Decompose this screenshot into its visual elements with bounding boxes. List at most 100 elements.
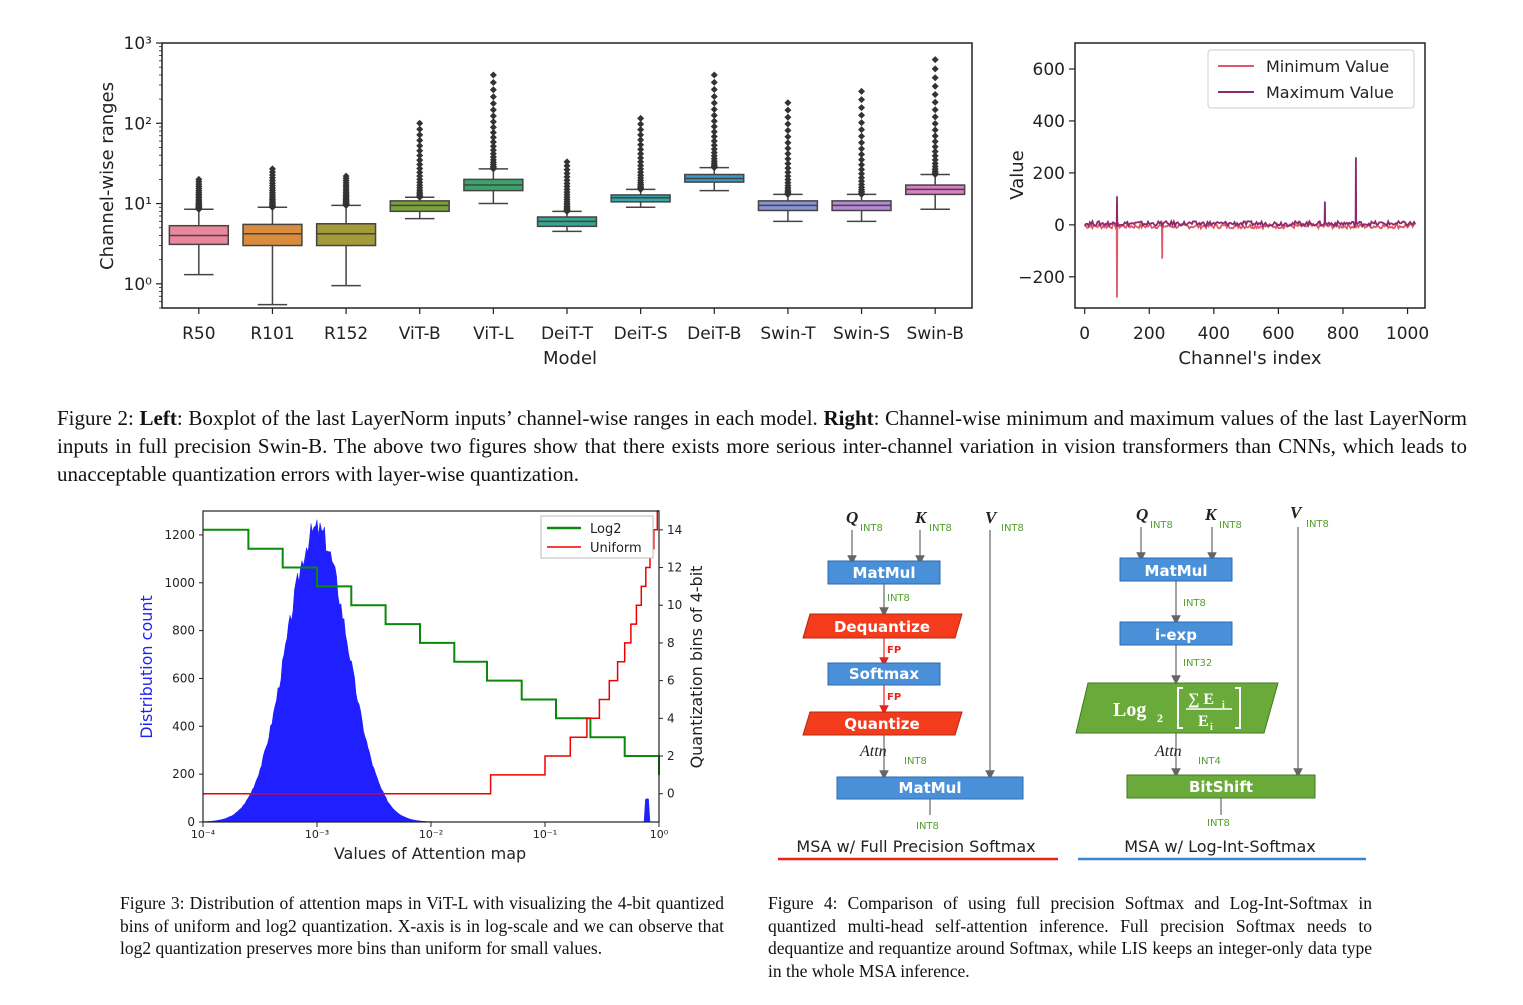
box-outlier (563, 176, 571, 184)
x-tick-label: 10⁻³ (305, 828, 329, 841)
left-y-tick-label: 1000 (164, 576, 195, 590)
box-outlier (342, 181, 350, 189)
box-outlier (268, 202, 276, 210)
box-outlier (784, 182, 792, 190)
svg-text:INT8: INT8 (860, 523, 883, 534)
box-DeiT-B (684, 71, 745, 192)
box-outlier (710, 78, 718, 86)
box-outlier (416, 119, 424, 127)
y-tick-label: −200 (1018, 268, 1065, 288)
box-outlier (195, 178, 203, 186)
box-iqr (315, 223, 377, 247)
box-outlier (710, 128, 718, 136)
box-outlier (637, 150, 645, 158)
box-outlier (342, 201, 350, 209)
legend-min-label: Minimum Value (1266, 57, 1389, 76)
box-outlier (489, 71, 497, 79)
box-outlier (489, 123, 497, 131)
box-outlier (342, 199, 350, 207)
box-outlier (858, 132, 866, 140)
box-outlier (563, 166, 571, 174)
box-outlier (489, 156, 497, 164)
diagram-left-title: MSA w/ Full Precision Softmax (796, 837, 1035, 856)
figure2-caption-prefix: Figure 2: (57, 406, 140, 430)
svg-text:INT8: INT8 (1219, 520, 1242, 531)
box-outlier (931, 106, 939, 114)
matmul-label-right: MatMul (1145, 562, 1208, 580)
box-outlier (931, 152, 939, 160)
box-outlier (637, 174, 645, 182)
box-outlier (563, 188, 571, 196)
box-outlier (784, 155, 792, 163)
box-outlier (268, 201, 276, 209)
box-outlier (637, 141, 645, 149)
box-outlier (342, 185, 350, 193)
box-outlier (637, 165, 645, 173)
matmul-label-left-2: MatMul (899, 779, 962, 797)
box-outlier (416, 193, 424, 201)
box-outlier (563, 201, 571, 209)
matmul-label-left-1: MatMul (853, 564, 916, 582)
box-iqr (831, 200, 892, 212)
box-outlier (710, 164, 718, 172)
figure3-caption: Figure 3: Distribution of attention maps… (120, 893, 724, 958)
figure2-caption: Figure 2: Left: Boxplot of the last Laye… (57, 404, 1467, 488)
box-outlier (563, 158, 571, 166)
svg-text:Log: Log (1113, 699, 1146, 721)
box-outlier (195, 204, 203, 212)
box-outlier (710, 105, 718, 113)
y-tick-label: 0 (1054, 216, 1065, 236)
right-y-tick-label: 6 (667, 674, 675, 688)
x-tick-label: ViT-L (473, 324, 514, 344)
box-R152 (315, 172, 377, 287)
log-int-softmax-block (1075, 682, 1279, 734)
box-outlier (342, 197, 350, 205)
box-iqr (168, 224, 230, 246)
histogram-legend: Log2 Uniform (540, 515, 654, 559)
y-tick-label: 200 (1033, 164, 1065, 184)
box-outlier (416, 156, 424, 164)
box-outlier (784, 150, 792, 158)
box-outlier (489, 162, 497, 170)
box-outlier (489, 165, 497, 173)
box-outlier (489, 142, 497, 150)
box-outlier (563, 162, 571, 170)
box-outlier (416, 152, 424, 160)
box-outlier (563, 193, 571, 201)
svg-text:i: i (1222, 700, 1225, 711)
box-outlier (268, 186, 276, 194)
box-outlier (710, 159, 718, 167)
box-outlier (858, 111, 866, 119)
quantize-label: Quantize (844, 715, 919, 733)
x-tick-label: DeiT-T (541, 324, 594, 344)
y-tick-label: 400 (1033, 112, 1065, 132)
box-outlier (858, 177, 866, 185)
box-outlier (416, 136, 424, 144)
box-outlier (858, 170, 866, 178)
box-outlier (710, 149, 718, 157)
figure2-caption-right-text: : Channel-wise minimum and maximum value… (57, 406, 1467, 486)
box-outlier (195, 192, 203, 200)
svg-text:INT8: INT8 (1001, 523, 1024, 534)
x-tick-label: R50 (182, 324, 215, 344)
box-outlier (489, 128, 497, 136)
left-y-tick-label: 0 (187, 815, 195, 829)
box-outlier (784, 168, 792, 176)
figure4-caption: Figure 4: Comparison of using full preci… (768, 893, 1372, 981)
box-outlier (931, 170, 939, 178)
box-outlier (342, 201, 350, 209)
x-tick-label: 10⁻¹ (533, 828, 557, 841)
box-outlier (563, 203, 571, 211)
output-label-right: INT8 (1207, 818, 1230, 829)
box-outlier (637, 154, 645, 162)
figure2-caption-left-text: : Boxplot of the last LayerNorm inputs’ … (176, 406, 824, 430)
box-outlier (416, 193, 424, 201)
box-outlier (637, 136, 645, 144)
box-outlier (416, 175, 424, 183)
box-outlier (268, 182, 276, 190)
box-outlier (563, 207, 571, 215)
dequantize-label: Dequantize (834, 618, 930, 636)
x-tick-label: 10⁻⁴ (191, 828, 216, 841)
box-outlier (858, 119, 866, 127)
